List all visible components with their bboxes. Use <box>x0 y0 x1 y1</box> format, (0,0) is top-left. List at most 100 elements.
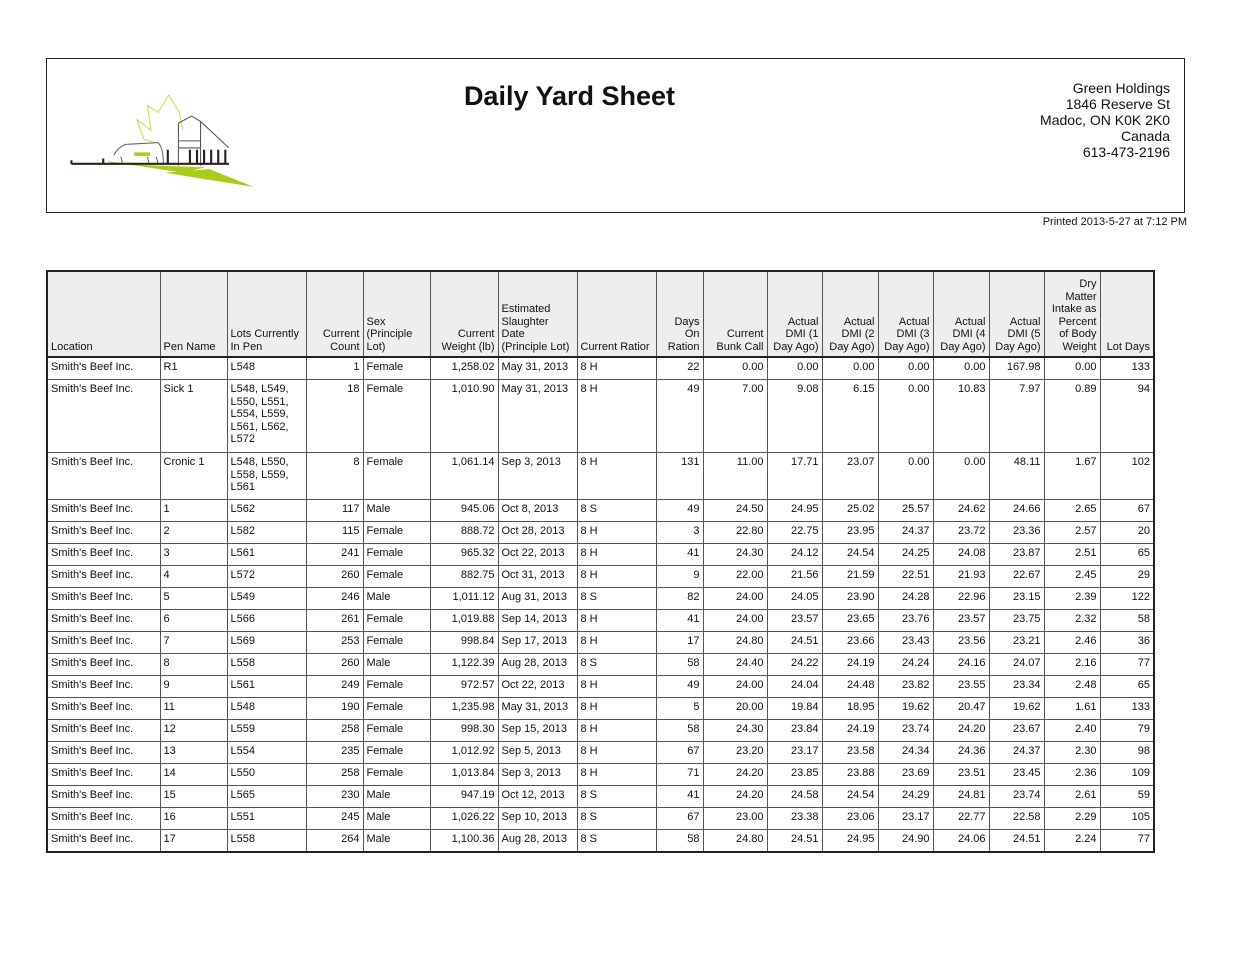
table-cell: 17 <box>655 631 704 654</box>
table-cell: L582 <box>226 521 307 544</box>
table-cell: 260 <box>305 565 364 588</box>
table-cell: 98 <box>1099 741 1155 764</box>
table-cell: 0.00 <box>932 452 990 500</box>
table-cell: 117 <box>305 499 364 522</box>
table-cell: 8 H <box>576 356 657 380</box>
table-cell: 17.71 <box>766 452 823 500</box>
table-cell: 67 <box>655 741 704 764</box>
table-cell: 36 <box>1099 631 1155 654</box>
table-cell: 24.37 <box>877 521 934 544</box>
table-cell: 67 <box>655 807 704 830</box>
table-cell: 2 <box>159 521 228 544</box>
table-cell: Smith's Beef Inc. <box>46 452 161 500</box>
table-cell: 77 <box>1099 653 1155 676</box>
table-cell: 2.32 <box>1043 609 1101 632</box>
table-cell: 6.15 <box>821 379 879 453</box>
table-cell: 23.34 <box>988 675 1045 698</box>
table-cell: Smith's Beef Inc. <box>46 697 161 720</box>
table-cell: 2.40 <box>1043 719 1101 742</box>
table-cell: 24.95 <box>821 829 879 853</box>
table-cell: 998.84 <box>429 631 499 654</box>
table-cell: L569 <box>226 631 307 654</box>
table-row: Smith's Beef Inc. 14 L550 258 Female 1,013.84… <box>46 763 1155 786</box>
table-cell: 58 <box>655 719 704 742</box>
address-line: Madoc, ON K0K 2K0 <box>1040 112 1170 128</box>
table-cell: Smith's Beef Inc. <box>46 653 161 676</box>
table-cell: 2.29 <box>1043 807 1101 830</box>
table-cell: May 31, 2013 <box>497 379 578 453</box>
table-cell: Male <box>362 587 431 610</box>
table-cell: 22 <box>655 356 704 380</box>
table-cell: 0.89 <box>1043 379 1101 453</box>
table-cell: 24.66 <box>988 499 1045 522</box>
table-cell: 1,013.84 <box>429 763 499 786</box>
table-cell: Sep 10, 2013 <box>497 807 578 830</box>
table-cell: 8 H <box>576 741 657 764</box>
table-cell: 9 <box>159 675 228 698</box>
table-cell: 8 H <box>576 379 657 453</box>
table-cell: 3 <box>655 521 704 544</box>
table-cell: 19.84 <box>766 697 823 720</box>
table-row: Smith's Beef Inc. 8 L558 260 Male 1,122.39 Aug… <box>46 653 1155 676</box>
table-cell: 888.72 <box>429 521 499 544</box>
table-header-row: Location Pen Name Lots Currently In Pen Cur… <box>46 270 1155 358</box>
table-cell: 79 <box>1099 719 1155 742</box>
table-cell: 23.88 <box>821 763 879 786</box>
company-address: Green Holdings 1846 Reserve St Madoc, ON… <box>1040 80 1170 160</box>
table-cell: Smith's Beef Inc. <box>46 499 161 522</box>
table-cell: 1,100.36 <box>429 829 499 853</box>
table-cell: 1,258.02 <box>429 356 499 380</box>
table-cell: 24.12 <box>766 543 823 566</box>
table-cell: 11.00 <box>702 452 768 500</box>
table-row: Smith's Beef Inc. 13 L554 235 Female 1,012.92… <box>46 741 1155 764</box>
table-cell: 230 <box>305 785 364 808</box>
table-cell: 1,012.92 <box>429 741 499 764</box>
table-cell: Female <box>362 719 431 742</box>
table-cell: Aug 28, 2013 <box>497 829 578 853</box>
table-row: Smith's Beef Inc. 9 L561 249 Female 972.57 Oct… <box>46 675 1155 698</box>
table-cell: 23.74 <box>877 719 934 742</box>
table-cell: 264 <box>305 829 364 853</box>
table-cell: 23.00 <box>702 807 768 830</box>
table-cell: 235 <box>305 741 364 764</box>
table-cell: 24.29 <box>877 785 934 808</box>
table-cell: 0.00 <box>1043 356 1101 380</box>
table-cell: 965.32 <box>429 543 499 566</box>
table-row: Smith's Beef Inc. 2 L582 115 Female 888.72 Oct… <box>46 521 1155 544</box>
address-line: Canada <box>1120 128 1170 144</box>
table-cell: 8 S <box>576 653 657 676</box>
table-cell: 1,122.39 <box>429 653 499 676</box>
table-cell: 24.34 <box>877 741 934 764</box>
table-cell: L548, L549, L550, L551, L554, L559, L561… <box>226 379 307 453</box>
table-cell: 23.36 <box>988 521 1045 544</box>
table-cell: 22.67 <box>988 565 1045 588</box>
table-cell: 9 <box>655 565 704 588</box>
table-cell: 23.57 <box>766 609 823 632</box>
table-cell: 23.56 <box>932 631 990 654</box>
table-cell: 8 H <box>576 763 657 786</box>
table-cell: 24.51 <box>766 829 823 853</box>
table-row: Smith's Beef Inc. 1 L562 117 Male 945.06 Oct 8… <box>46 499 1155 522</box>
table-cell: Oct 22, 2013 <box>497 543 578 566</box>
table-cell: 24.25 <box>877 543 934 566</box>
table-row: Smith's Beef Inc. Sick 1 L548, L549, L550,… <box>46 379 1155 453</box>
table-cell: Smith's Beef Inc. <box>46 521 161 544</box>
table-cell: 25.57 <box>877 499 934 522</box>
table-cell: 0.00 <box>821 356 879 380</box>
table-cell: 24.62 <box>932 499 990 522</box>
table-cell: Sep 3, 2013 <box>497 763 578 786</box>
table-cell: 245 <box>305 807 364 830</box>
table-cell: 21.56 <box>766 565 823 588</box>
column-header: Sex (Principle Lot) <box>362 270 431 358</box>
table-cell: 4 <box>159 565 228 588</box>
table-cell: 23.66 <box>821 631 879 654</box>
table-cell: 998.30 <box>429 719 499 742</box>
table-cell: 49 <box>655 675 704 698</box>
column-header: Actual DMI (5 Day Ago) <box>988 270 1045 358</box>
table-cell: 24.30 <box>702 719 768 742</box>
table-cell: 20.00 <box>702 697 768 720</box>
title-text: Daily Yard Sheet <box>463 81 676 111</box>
table-cell: 0.00 <box>877 452 934 500</box>
table-cell: L551 <box>226 807 307 830</box>
address-line: 1846 Reserve St <box>1065 96 1170 112</box>
